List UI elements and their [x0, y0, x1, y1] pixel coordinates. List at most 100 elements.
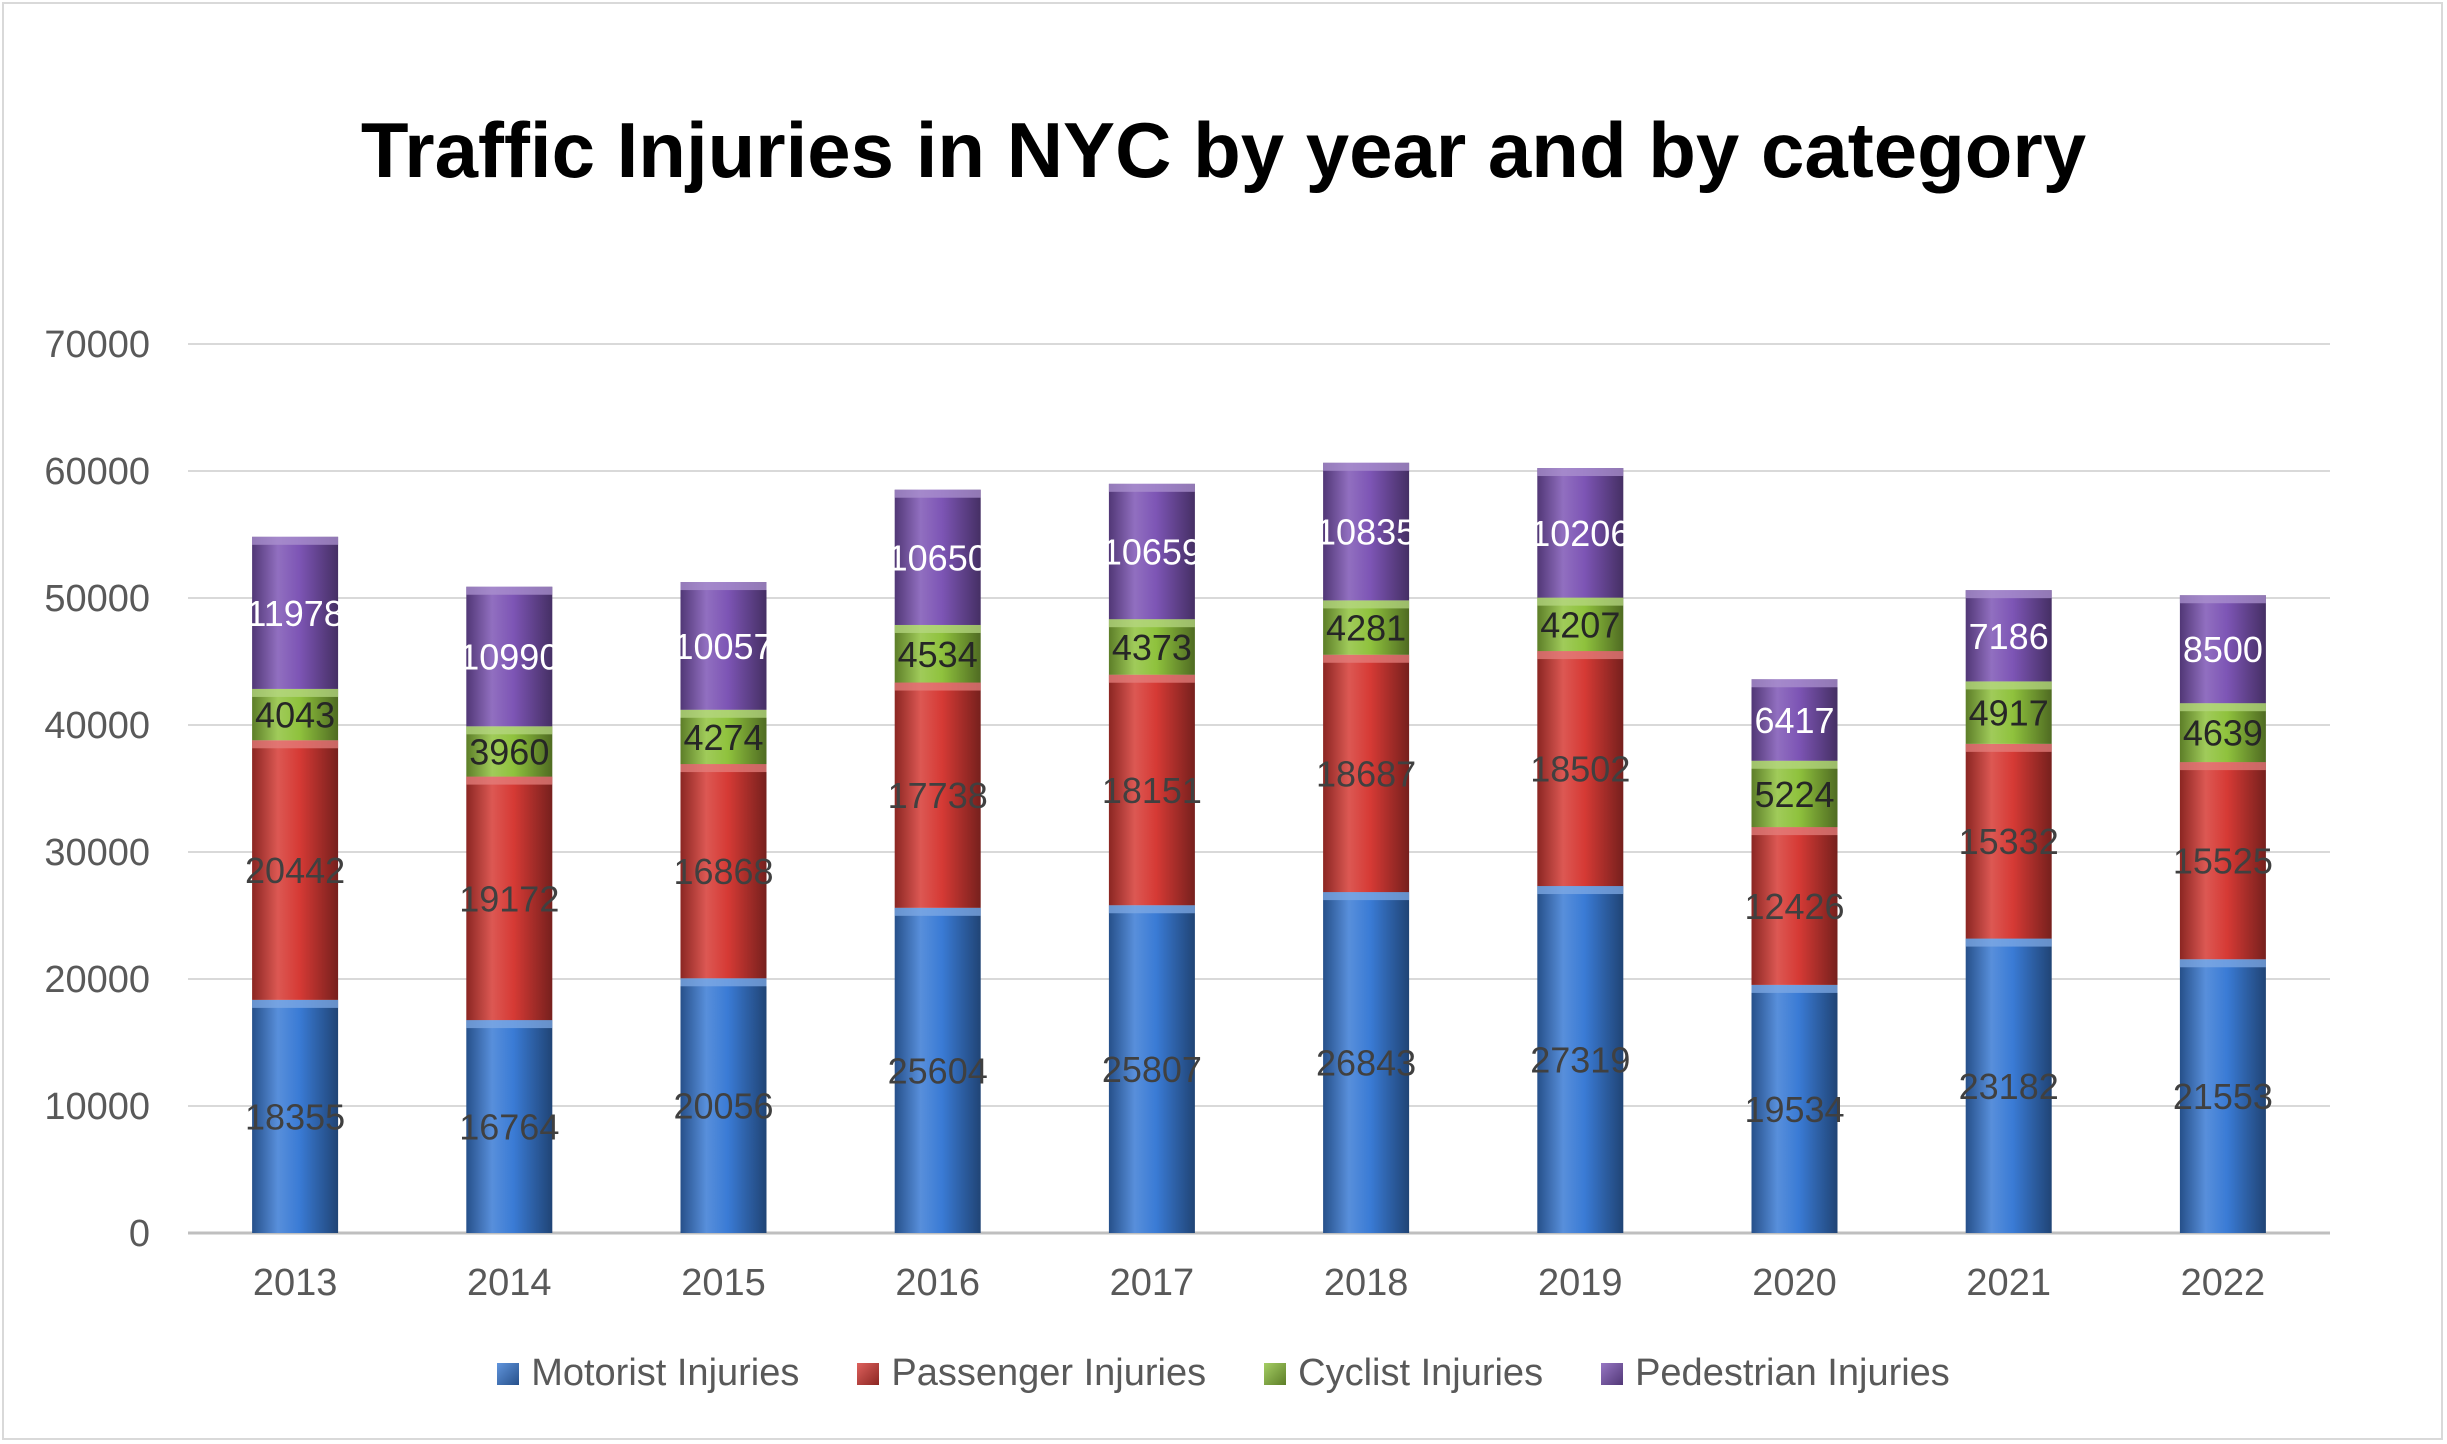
data-label: 4639 [2183, 713, 2263, 754]
x-tick-label: 2016 [895, 1262, 980, 1304]
bar-bevel [252, 688, 339, 697]
data-label: 18151 [1102, 770, 1202, 811]
y-tick-label: 20000 [44, 959, 150, 1001]
data-label: 4373 [1112, 627, 1192, 668]
data-label: 15525 [2173, 841, 2273, 882]
data-label: 10057 [673, 626, 773, 667]
x-axis-ticks: 2013 2014 2015 2016 2017 2018 2019 2020 2021 2022 [253, 1262, 2265, 1304]
bar-segment-cyclist-injuries [680, 709, 767, 765]
bar-segment-motorist-injuries [1323, 892, 1410, 1233]
data-label: 23182 [1959, 1066, 2059, 1107]
data-label: 12426 [1744, 886, 1844, 927]
x-tick-label: 2022 [2181, 1262, 2266, 1304]
bar-segment-pedestrian-injuries [466, 586, 553, 727]
data-label: 27319 [1530, 1040, 1630, 1081]
data-label: 7186 [1969, 616, 2049, 657]
bar-bevel [1108, 619, 1195, 628]
bar-bevel [1751, 760, 1838, 769]
data-label: 4274 [683, 717, 763, 758]
bar-segment-pedestrian-injuries [680, 582, 767, 710]
bar-segment-passenger-injuries [1965, 743, 2052, 939]
legend-item: Passenger Injuries [857, 1352, 1206, 1395]
bar-bevel [2179, 762, 2266, 771]
bar-bevel [1108, 905, 1195, 914]
bar-segment-passenger-injuries [252, 740, 339, 1000]
bar-segment-passenger-injuries [1108, 674, 1195, 906]
data-label: 10835 [1316, 512, 1416, 553]
data-label: 18502 [1530, 749, 1630, 790]
data-label: 19172 [459, 878, 559, 919]
x-tick-label: 2020 [1752, 1262, 1837, 1304]
y-tick-label: 70000 [44, 324, 150, 366]
bar-segment-passenger-injuries [1537, 651, 1624, 887]
data-label: 11978 [246, 593, 343, 634]
data-label: 20056 [673, 1086, 773, 1127]
legend-item: Motorist Injuries [497, 1352, 799, 1395]
bar-bevel [1537, 468, 1624, 477]
bar-bevel [1323, 462, 1410, 471]
data-label: 17738 [888, 775, 988, 816]
legend-swatch [1601, 1362, 1624, 1385]
bar-bevel [252, 740, 339, 749]
data-label: 25807 [1102, 1049, 1202, 1090]
bar-bevel [1323, 892, 1410, 901]
x-tick-label: 2017 [1110, 1262, 1195, 1304]
bar-bevel [1751, 827, 1838, 836]
legend-item: Cyclist Injuries [1264, 1352, 1543, 1395]
data-label: 18355 [245, 1096, 345, 1137]
data-label: 21553 [2173, 1076, 2273, 1117]
x-tick-label: 2014 [467, 1262, 552, 1304]
bar-segment-cyclist-injuries [894, 624, 981, 683]
legend: Motorist Injuries Passenger Injuries Cycli… [0, 1352, 2447, 1395]
x-tick-label: 2019 [1538, 1262, 1623, 1304]
data-label: 6417 [1754, 700, 1834, 741]
bar-bevel [466, 586, 553, 595]
bar-bevel [894, 624, 981, 633]
bar-segment-motorist-injuries [1537, 886, 1624, 1233]
y-tick-label: 40000 [44, 705, 150, 747]
y-axis-ticks: 0 10000 20000 30000 40000 50000 60000 70000 [44, 324, 150, 1255]
bar-segment-passenger-injuries [2179, 762, 2266, 960]
bar-bevel [252, 999, 339, 1008]
data-label: 4534 [898, 634, 978, 675]
legend-swatch [857, 1362, 880, 1385]
bar-segment-pedestrian-injuries [1323, 462, 1410, 601]
bar-bevel [2179, 595, 2266, 604]
bar-bevel [1965, 938, 2052, 947]
bar-segment-motorist-injuries [252, 999, 339, 1233]
bar-segment-pedestrian-injuries [1108, 483, 1195, 620]
bar-segment-pedestrian-injuries [252, 536, 339, 689]
bar-bevel [466, 1020, 553, 1029]
bar-segment-passenger-injuries [466, 776, 553, 1021]
bar-segment-cyclist-injuries [1323, 600, 1410, 655]
bar-bevel [252, 536, 339, 545]
bar-bevel [1965, 743, 2052, 752]
data-label: 15332 [1959, 821, 2059, 862]
bar-bevel [1537, 886, 1624, 895]
x-tick-label: 2015 [681, 1262, 766, 1304]
bar-bevel [894, 682, 981, 691]
bar-segment-motorist-injuries [680, 978, 767, 1233]
data-label: 16868 [673, 851, 773, 892]
data-label: 8500 [2183, 629, 2263, 670]
bar-bevel [466, 726, 553, 735]
bar-bevel [1108, 674, 1195, 683]
data-label: 3960 [469, 731, 549, 772]
bar-segment-pedestrian-injuries [2179, 595, 2266, 704]
data-label: 10206 [1530, 513, 1630, 554]
data-label: 4043 [255, 695, 335, 736]
bar-segment-passenger-injuries [1751, 827, 1838, 985]
data-label: 4917 [1969, 693, 2049, 734]
legend-label: Passenger Injuries [891, 1352, 1207, 1394]
bar-segment-motorist-injuries [1108, 905, 1195, 1233]
legend-label: Motorist Injuries [531, 1352, 800, 1394]
x-tick-label: 2013 [253, 1262, 338, 1304]
bar-bevel [1108, 483, 1195, 492]
legend-label: Pedestrian Injuries [1635, 1352, 1950, 1394]
data-labels: 18355 20442 4043 11978 16764 19172 3960 10990 20… [245, 512, 2273, 1148]
legend-swatch [1264, 1362, 1287, 1385]
bar-segment-cyclist-injuries [252, 688, 339, 741]
data-label: 26843 [1316, 1043, 1416, 1084]
y-tick-label: 10000 [44, 1086, 150, 1128]
bar-segment-cyclist-injuries [1965, 681, 2052, 744]
